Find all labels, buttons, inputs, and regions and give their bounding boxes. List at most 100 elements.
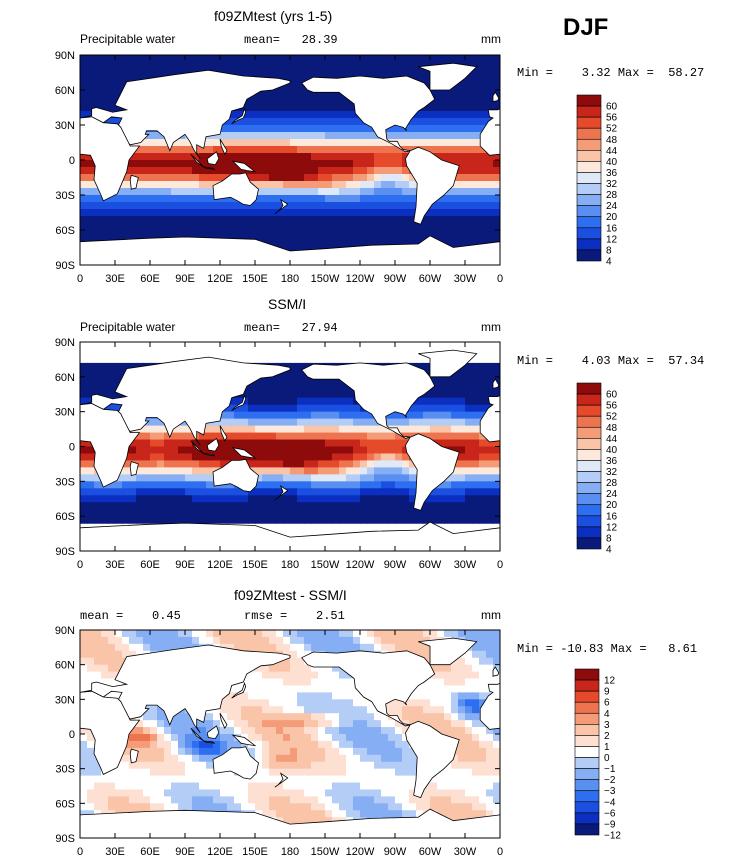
- field-cell: [360, 139, 368, 147]
- field-cell: [332, 692, 340, 700]
- field-cell: [353, 740, 361, 749]
- field-cell: [276, 789, 284, 797]
- field-cell: [444, 502, 452, 510]
- field-cell: [276, 678, 284, 687]
- field-cell: [122, 775, 130, 784]
- field-cell: [388, 439, 396, 448]
- field-cell: [360, 167, 368, 175]
- field-cell: [437, 223, 445, 231]
- field-cell: [178, 643, 186, 652]
- field-cell: [486, 76, 494, 84]
- field-cell: [374, 761, 382, 770]
- field-cell: [136, 55, 144, 63]
- field-cell: [297, 369, 305, 378]
- field-cell: [346, 111, 354, 119]
- field-cell: [150, 720, 158, 728]
- field-cell: [451, 657, 459, 666]
- field-cell: [178, 734, 186, 742]
- field-cell: [171, 747, 179, 756]
- field-cell: [248, 495, 256, 503]
- field-cell: [150, 132, 158, 140]
- field-cell: [339, 237, 347, 245]
- field-cell: [437, 146, 445, 154]
- field-cell: [276, 209, 284, 217]
- field-cell: [318, 509, 326, 517]
- field-cell: [367, 706, 375, 714]
- field-cell: [108, 664, 116, 673]
- field-cell: [164, 216, 172, 224]
- field-cell: [311, 432, 319, 441]
- field-cell: [199, 62, 207, 70]
- field-cell: [444, 209, 452, 217]
- field-cell: [94, 630, 102, 638]
- field-cell: [220, 425, 228, 434]
- field-cell: [402, 230, 410, 238]
- field-cell: [458, 789, 466, 797]
- lon-label: 90E: [175, 273, 195, 285]
- field-cell: [458, 432, 466, 441]
- lon-label: 120E: [207, 559, 233, 571]
- field-cell: [388, 643, 396, 652]
- field-cell: [437, 390, 445, 399]
- field-cell: [185, 488, 193, 496]
- field-cell: [311, 502, 319, 510]
- field-cell: [423, 720, 431, 728]
- field-cell: [353, 692, 361, 700]
- field-cell: [381, 747, 389, 756]
- field-cell: [143, 516, 151, 524]
- field-cell: [248, 446, 256, 455]
- lon-label: 120W: [346, 559, 375, 571]
- field-cell: [353, 453, 361, 462]
- field-cell: [318, 460, 326, 468]
- field-cell: [458, 125, 466, 133]
- field-cell: [367, 439, 375, 448]
- field-cell: [444, 146, 452, 154]
- field-cell: [444, 699, 452, 707]
- field-cell: [388, 453, 396, 462]
- field-cell: [80, 97, 88, 105]
- field-cell: [283, 174, 291, 182]
- field-cell: [472, 636, 480, 645]
- field-cell: [248, 671, 256, 680]
- field-cell: [185, 167, 193, 175]
- field-cell: [234, 720, 242, 728]
- field-cell: [248, 118, 256, 126]
- field-cell: [395, 153, 403, 161]
- field-cell: [276, 643, 284, 652]
- field-cell: [318, 125, 326, 133]
- field-cell: [227, 740, 235, 749]
- field-cell: [402, 761, 410, 770]
- field-cell: [360, 132, 368, 140]
- field-cell: [143, 509, 151, 517]
- field-cell: [136, 630, 144, 638]
- field-cell: [115, 474, 123, 482]
- field-cell: [472, 146, 480, 154]
- field-cell: [339, 782, 347, 791]
- field-cell: [290, 83, 298, 91]
- field-cell: [290, 516, 298, 524]
- field-cell: [437, 796, 445, 804]
- field-cell: [332, 446, 340, 455]
- field-cell: [94, 509, 102, 517]
- field-cell: [381, 181, 389, 189]
- field-cell: [388, 727, 396, 735]
- field-cell: [304, 488, 312, 496]
- field-cell: [325, 237, 333, 245]
- field-cell: [122, 181, 130, 189]
- field-cell: [493, 104, 500, 112]
- field-cell: [360, 768, 368, 777]
- field-cell: [283, 425, 291, 434]
- field-cell: [164, 502, 172, 510]
- field-cell: [353, 516, 361, 524]
- field-cell: [157, 754, 165, 763]
- field-cell: [374, 62, 382, 70]
- field-cell: [479, 650, 487, 659]
- field-cell: [269, 516, 277, 524]
- colorbar-box: [576, 482, 602, 494]
- field-cell: [402, 139, 410, 147]
- field-cell: [129, 636, 137, 645]
- field-cell: [311, 153, 319, 161]
- field-cell: [325, 630, 333, 638]
- field-cell: [353, 488, 361, 496]
- field-cell: [332, 390, 340, 399]
